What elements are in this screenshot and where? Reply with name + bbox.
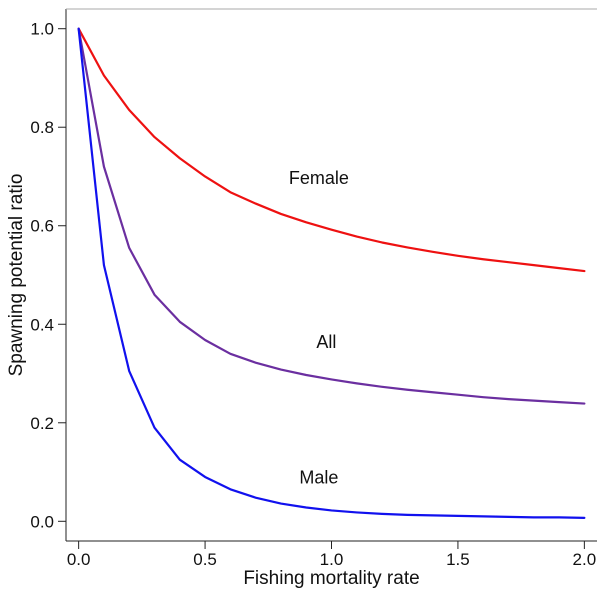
all-series-label: All [316,332,336,352]
y-tick-label: 0.8 [30,118,54,137]
x-tick-label: 1.0 [320,550,344,569]
male-series-line [77,27,586,519]
x-tick-label: 0.0 [67,550,91,569]
y-tick-label: 0.0 [30,512,54,531]
x-tick-label: 2.0 [573,550,597,569]
y-tick-label: 1.0 [30,20,54,39]
female-series-label: Female [289,168,349,188]
chart-axes [65,8,597,542]
all-series-line [77,27,586,405]
x-axis-title: Fishing mortality rate [243,568,419,589]
y-tick-label: 0.6 [30,217,54,236]
chart-lines [77,27,586,519]
chart-labels: Female All Male [289,168,349,487]
y-tick-label: 0.2 [30,414,54,433]
x-tick-label: 0.5 [193,550,217,569]
x-tick-label: 1.5 [446,550,470,569]
chart-ticks: 0.0 0.5 1.0 1.5 2.0 0.0 0.2 0.4 0.6 0.8 1.0 [30,20,596,569]
y-axis-title: Spawning potential ratio [6,174,27,377]
y-tick-label: 0.4 [30,315,54,334]
female-series-line [77,27,586,273]
male-series-label: Male [299,467,338,487]
